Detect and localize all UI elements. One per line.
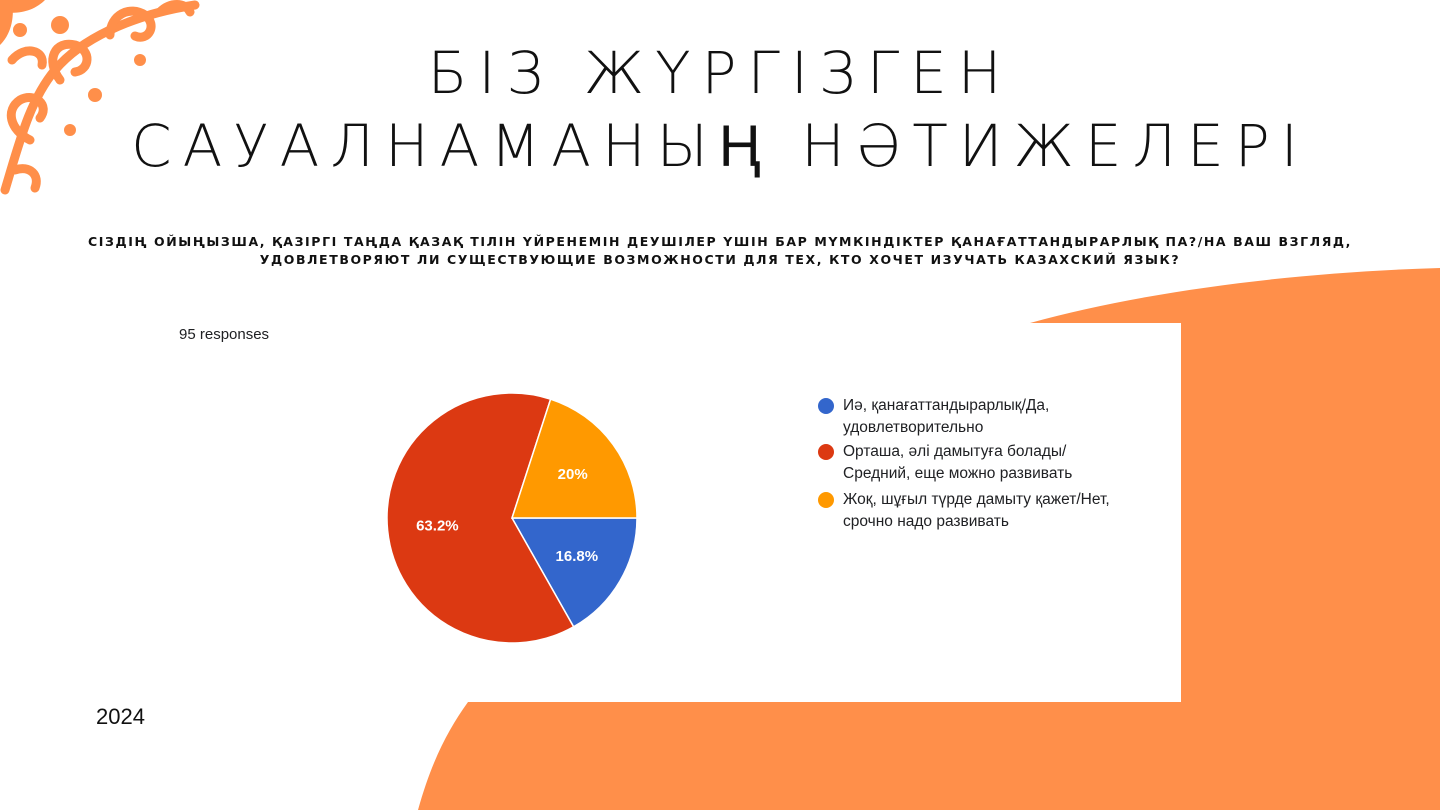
legend-label-line-2: удовлетворительно [843, 419, 984, 436]
slide-title-line-1: БІЗ ЖҮРГІЗГЕН [427, 39, 1013, 107]
pie-slice-satisfactory [510, 517, 638, 628]
legend-label-line-1: Жоқ, шұғыл түрде дамыту қажет/Нет, [843, 491, 1110, 508]
legend-label-line-2: Средний, еще можно развивать [843, 465, 1073, 482]
pie-slice-value-label: 63.2% [416, 518, 459, 535]
responses-count: 95 responses [179, 326, 270, 343]
legend-dot [818, 398, 834, 414]
legend-dot [818, 492, 834, 508]
legend-label-line-1: Орташа, әлі дамытуға болады/ [843, 443, 1067, 460]
survey-question-line-1: СІЗДІҢ ОЙЫҢЫЗША, ҚАЗІРГІ ТАҢДА ҚАЗАҚ ТІЛ… [87, 234, 1353, 249]
pie-slice-urgent [510, 398, 638, 519]
legend-label: Жоқ, шұғыл түрде дамыту қажет/Нет, срочн… [843, 489, 1110, 533]
corner-ornament-icon [0, 0, 200, 195]
pie-slice-average [386, 392, 575, 644]
pie-slice-value-label: 20% [558, 466, 588, 483]
chart-card [153, 323, 1181, 702]
legend-label: Орташа, әлі дамытуға болады/ Средний, ещ… [843, 441, 1072, 485]
pie-slice-value-label: 16.8% [556, 548, 599, 565]
legend-label-line-2: срочно надо развивать [843, 513, 1009, 530]
slide-title-line-2: САУАЛНАМАНЫҢ НӘТИЖЕЛЕРІ [131, 112, 1309, 180]
legend-label: Иә, қанағаттандырарлық/Да, удовлетворите… [843, 395, 1049, 439]
legend-label-line-1: Иә, қанағаттандырарлық/Да, [843, 397, 1050, 414]
year-label: 2024 [96, 704, 145, 729]
pie-chart: 16.8% 63.2% 20% [386, 392, 638, 644]
survey-question-line-2: УДОВЛЕТВОРЯЮТ ЛИ СУЩЕСТВУЮЩИЕ ВОЗМОЖНОСТ… [259, 252, 1181, 267]
legend-dot [818, 444, 834, 460]
